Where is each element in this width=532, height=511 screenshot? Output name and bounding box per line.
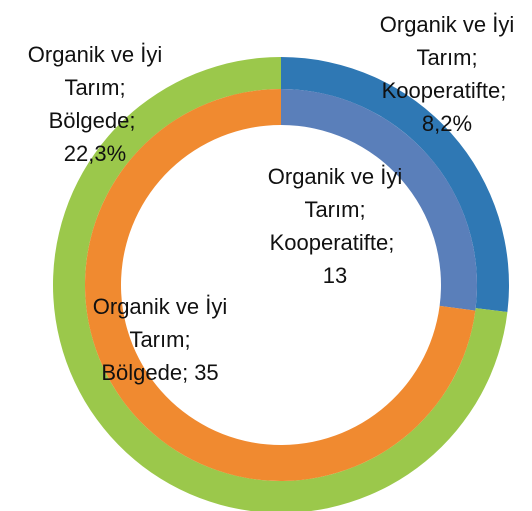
category: Kooperatifte bbox=[381, 78, 501, 103]
data-label: Organik ve İyi Tarım; Kooperatifte; 13 bbox=[250, 160, 420, 292]
value-label: 8,2% bbox=[421, 111, 473, 136]
series-name: Organik ve İyi Tarım bbox=[267, 164, 403, 222]
separator: ; bbox=[388, 230, 395, 255]
category: Bölgede bbox=[101, 360, 183, 385]
label-line: Bölgede; 35 bbox=[75, 356, 245, 389]
value-label: 13 bbox=[322, 263, 348, 288]
data-label: Organik ve İyi Tarım; Kooperatifte; 8,2% bbox=[362, 8, 532, 140]
label-line: Kooperatifte; bbox=[362, 74, 532, 107]
separator: ; bbox=[500, 78, 507, 103]
label-line: Organik ve İyi Tarım; bbox=[250, 160, 420, 226]
category: Kooperatifte bbox=[269, 230, 389, 255]
label-line: Organik ve İyi Tarım; bbox=[10, 38, 180, 104]
value-label: 35 bbox=[194, 360, 219, 385]
separator: ; bbox=[471, 45, 478, 70]
series-name: Organik ve İyi Tarım bbox=[92, 294, 228, 352]
series-name: Organik ve İyi Tarım bbox=[379, 12, 515, 70]
label-line: Organik ve İyi Tarım; bbox=[362, 8, 532, 74]
data-label: Organik ve İyi Tarım; Bölgede; 22,3% bbox=[10, 38, 180, 170]
separator: ; bbox=[184, 327, 191, 352]
category: Bölgede bbox=[48, 108, 130, 133]
series-name: Organik ve İyi Tarım bbox=[27, 42, 163, 100]
ring-segment bbox=[281, 89, 477, 311]
ring-segment bbox=[281, 57, 509, 312]
separator: ; bbox=[119, 75, 126, 100]
value-label: 22,3% bbox=[63, 141, 127, 166]
data-label: Organik ve İyi Tarım; Bölgede; 35 bbox=[75, 290, 245, 389]
label-line: Bölgede; bbox=[10, 104, 180, 137]
separator: ; bbox=[182, 360, 189, 385]
label-line: Kooperatifte; bbox=[250, 226, 420, 259]
separator: ; bbox=[129, 108, 136, 133]
label-line: Organik ve İyi Tarım; bbox=[75, 290, 245, 356]
separator: ; bbox=[359, 197, 366, 222]
